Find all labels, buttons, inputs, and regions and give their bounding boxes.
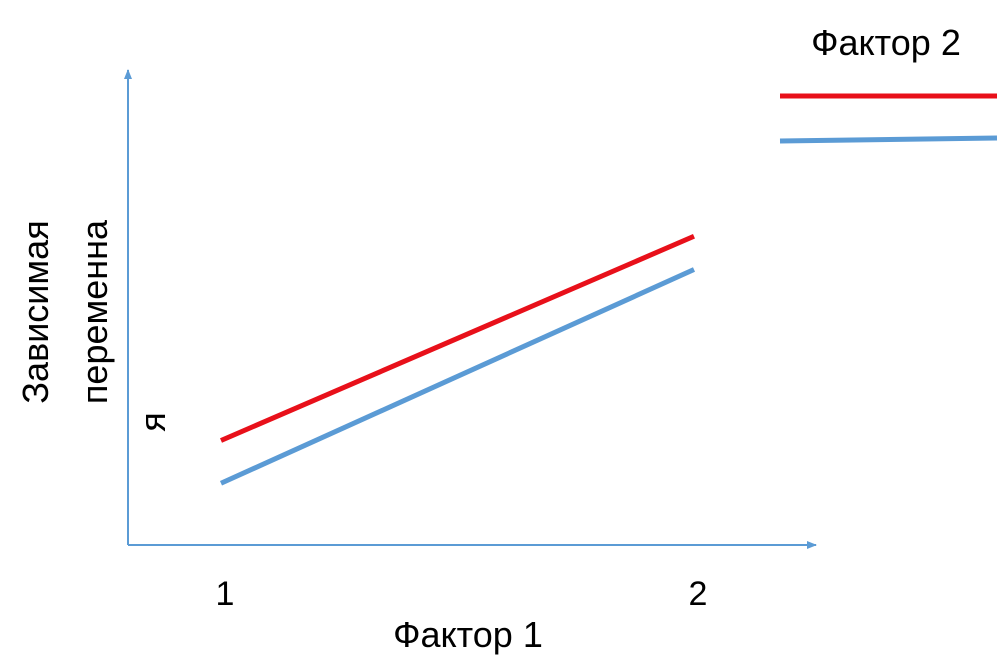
y-axis-label-line-3: я	[132, 412, 173, 432]
y-axis-label: Зависимая переменна я	[15, 219, 173, 432]
legend: Фактор 2	[779, 22, 998, 144]
y-axis-label-line-2: переменна	[74, 219, 115, 404]
legend-swatches	[779, 93, 998, 144]
x-tick-label-1: 1	[216, 575, 235, 613]
axes	[124, 69, 817, 549]
legend-swatch-2	[779, 135, 998, 144]
x-axis-label: Фактор 1	[393, 614, 543, 655]
y-axis-label-line-1: Зависимая	[15, 220, 56, 403]
plot-area	[219, 233, 696, 486]
x-tick-label-2: 2	[689, 575, 708, 613]
series-line-2	[219, 267, 696, 486]
series-line-1	[220, 233, 695, 443]
legend-title: Фактор 2	[811, 22, 961, 63]
